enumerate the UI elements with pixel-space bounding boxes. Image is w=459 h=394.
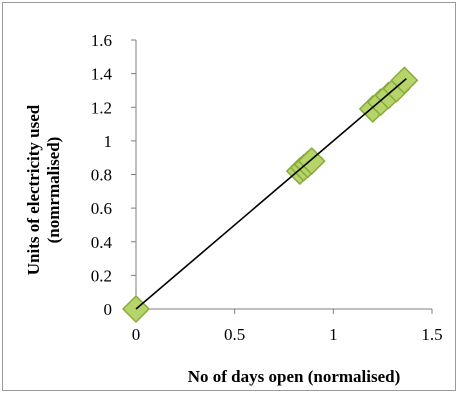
data-point	[297, 147, 326, 175]
x-tick-label: 1.5	[421, 325, 442, 344]
y-tick-label: 0.8	[91, 166, 112, 185]
y-tick-label: 0.6	[91, 199, 112, 218]
y-tick-label: 1.6	[91, 31, 112, 50]
y-tick-label: 0.2	[91, 266, 112, 285]
chart-frame	[2, 2, 456, 391]
tick-labels: 0 0.2 0.4 0.6 0.8 1 1.2 1.4 1.6 0 0.5 1 1.5	[91, 31, 443, 344]
x-tick-label: 0	[132, 325, 141, 344]
trendline	[135, 78, 407, 310]
y-axis-title-line2: (nomrmalised)	[44, 137, 63, 244]
axes	[131, 39, 433, 314]
y-tick-label: 0.4	[91, 233, 113, 252]
y-axis-title-line1: Units of electricity used	[24, 104, 43, 275]
x-axis-title: No of days open (normalised)	[188, 367, 401, 386]
x-tick-label: 1	[329, 325, 338, 344]
y-tick-label: 1.2	[91, 98, 112, 117]
x-tick-label: 0.5	[224, 325, 245, 344]
y-axis-title: Units of electricity used (nomrmalised)	[24, 104, 63, 275]
y-tick-label: 1	[104, 132, 113, 151]
y-tick-label: 0	[104, 300, 113, 319]
y-tick-label: 1.4	[91, 65, 113, 84]
